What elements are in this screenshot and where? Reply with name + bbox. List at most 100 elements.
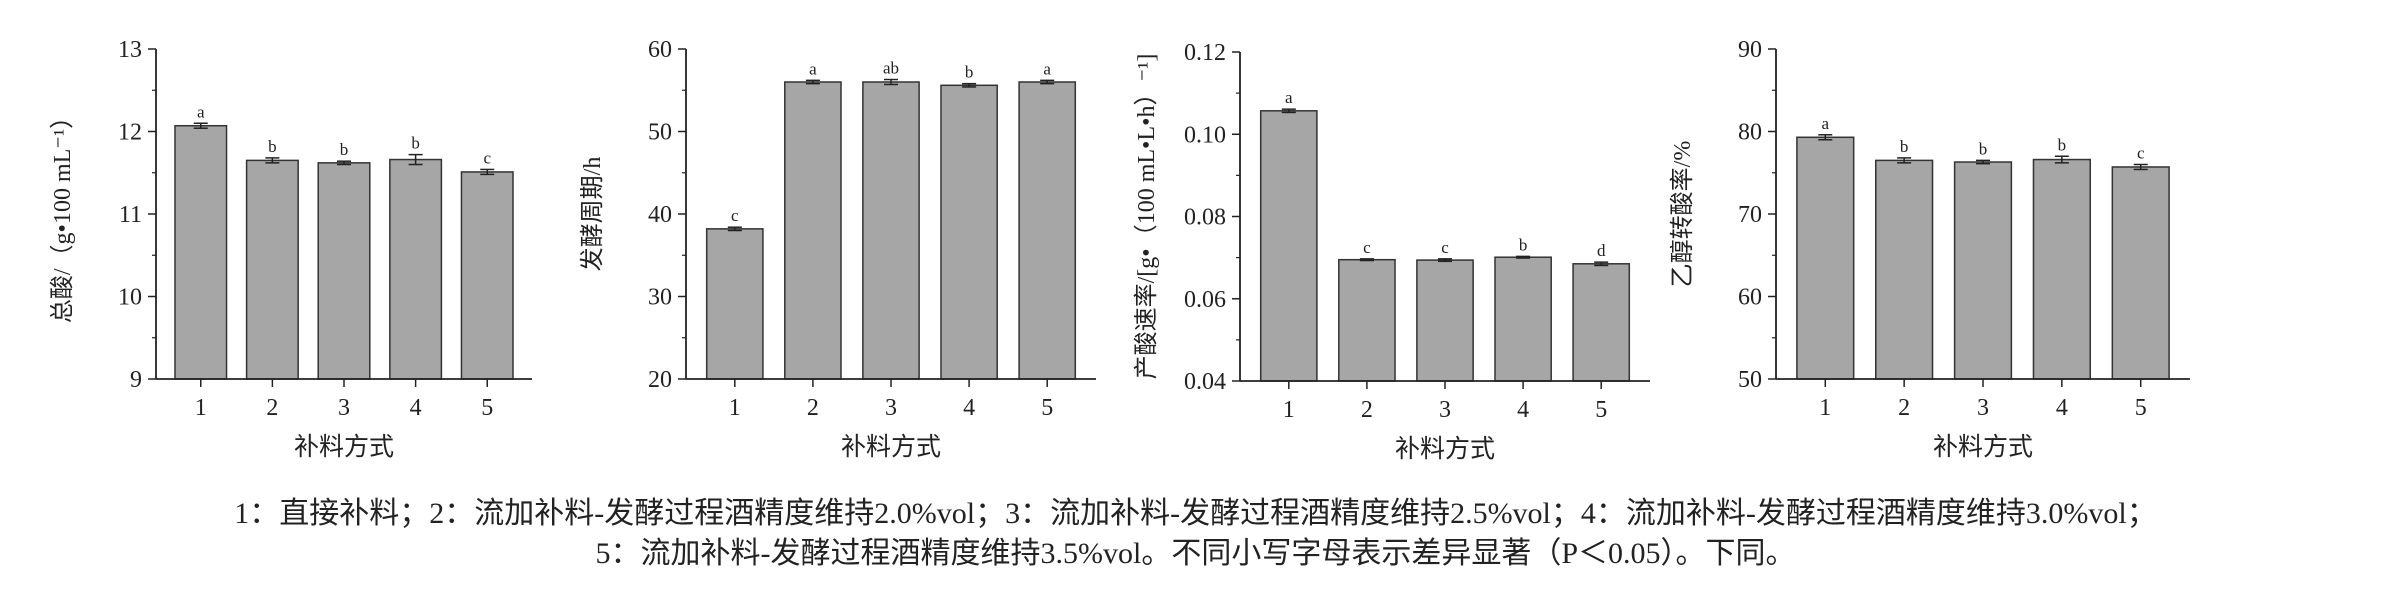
error-bar-5 <box>480 168 495 176</box>
significance-label-3: b <box>1979 139 1988 158</box>
x-tick-label-2: 2 <box>1361 397 1373 423</box>
significance-label-1: a <box>197 102 205 121</box>
bar-5 <box>1018 81 1077 380</box>
significance-label-5: a <box>1043 59 1051 78</box>
bar-4 <box>1494 256 1552 382</box>
y-tick-label-2: 10 <box>118 285 142 311</box>
chart-panel-4: a 1 b 2 b 3 b 4 c 5 50 60 70 80 90 补料方式 乙醇转酸率/% <box>1669 37 2190 461</box>
error-bar-1 <box>1818 134 1833 141</box>
bar-5 <box>2111 166 2170 380</box>
error-bar-5 <box>1594 261 1609 267</box>
bar-3 <box>1416 259 1474 382</box>
x-tick-label-4: 4 <box>410 395 422 421</box>
error-bar-4 <box>962 82 977 88</box>
x-axis-title: 补料方式 <box>1933 433 2033 461</box>
y-tick-label-1: 9 <box>130 367 142 393</box>
error-bar-5 <box>1040 79 1055 85</box>
y-tick-label-4: 0.10 <box>1184 122 1226 148</box>
x-tick-label-4: 4 <box>1517 397 1529 423</box>
significance-label-4: b <box>411 134 420 153</box>
bar-5 <box>1572 263 1631 382</box>
x-tick-label-5: 5 <box>2135 395 2147 421</box>
error-bar-1 <box>1281 108 1296 114</box>
y-axis-title: 产酸速率/[g•（100 mL•L•h）⁻¹] <box>1133 54 1160 380</box>
x-tick-label-2: 2 <box>266 395 278 421</box>
x-tick-label-3: 3 <box>338 395 350 421</box>
bar-1 <box>174 124 228 380</box>
y-axis-title: 发酵周期/h <box>579 157 606 272</box>
caption-line-1: 1：直接补料；2：流加补料-发酵过程酒精度维持2.0%vol；3：流加补料-发酵… <box>234 497 2157 530</box>
error-bar-1 <box>727 226 742 232</box>
y-axis-title: 乙醇转酸率/% <box>1669 141 1696 288</box>
bar-1 <box>1796 136 1855 380</box>
error-bar-2 <box>1359 258 1374 262</box>
bar-1 <box>1259 110 1318 382</box>
error-bar-4 <box>2054 155 2069 164</box>
significance-label-3: ab <box>883 59 899 78</box>
y-tick-label-3: 11 <box>119 202 142 228</box>
significance-label-4: b <box>1519 235 1528 254</box>
y-tick-label-1: 0.04 <box>1184 369 1226 395</box>
error-bar-3 <box>1976 159 1990 165</box>
bar-2 <box>1875 159 1934 380</box>
y-tick-label-2: 30 <box>648 285 672 311</box>
y-tick-label-5: 0.12 <box>1184 40 1226 66</box>
y-tick-label-5: 13 <box>118 37 142 63</box>
significance-label-1: c <box>731 206 739 225</box>
bar-3 <box>862 81 920 380</box>
significance-label-5: c <box>483 148 491 167</box>
significance-label-5: c <box>2137 144 2145 163</box>
significance-label-4: b <box>965 63 974 82</box>
x-tick-label-3: 3 <box>1439 397 1451 423</box>
y-tick-label-3: 40 <box>648 202 672 228</box>
bar-4 <box>2032 158 2091 380</box>
x-tick-label-1: 1 <box>1819 395 1831 421</box>
y-tick-label-4: 80 <box>1738 120 1762 146</box>
error-bar-2 <box>265 157 280 164</box>
bar-2 <box>245 159 299 380</box>
x-axis-title: 补料方式 <box>841 433 941 461</box>
bar-1 <box>705 228 764 380</box>
error-bar-3 <box>1438 258 1452 263</box>
x-tick-label-5: 5 <box>481 395 493 421</box>
error-bar-2 <box>1897 157 1912 164</box>
x-tick-label-1: 1 <box>195 395 207 421</box>
significance-label-4: b <box>2058 135 2067 154</box>
significance-label-3: c <box>1441 238 1449 257</box>
bar-3 <box>1953 161 2013 380</box>
error-bar-1 <box>193 122 208 129</box>
error-bar-4 <box>408 153 423 166</box>
y-tick-label-5: 60 <box>648 37 672 63</box>
x-tick-label-2: 2 <box>807 395 819 421</box>
significance-label-1: a <box>1285 88 1293 107</box>
x-tick-label-5: 5 <box>1595 397 1607 423</box>
chart-panel-1: a 1 b 2 b 3 b 4 c 5 9 10 11 12 13 补料方式 总酸/（g•100 mL⁻¹） <box>49 37 532 461</box>
significance-label-2: b <box>268 137 277 156</box>
bar-3 <box>317 162 371 380</box>
y-tick-label-4: 50 <box>648 120 672 146</box>
bar-4 <box>940 84 998 380</box>
y-tick-label-2: 60 <box>1738 285 1762 311</box>
y-tick-label-2: 0.06 <box>1184 287 1226 313</box>
y-tick-label-3: 70 <box>1738 202 1762 228</box>
x-axis-title: 补料方式 <box>294 433 394 461</box>
x-tick-label-3: 3 <box>885 395 897 421</box>
significance-label-2: a <box>809 59 817 78</box>
x-tick-label-1: 1 <box>1283 397 1295 423</box>
y-tick-label-3: 0.08 <box>1184 205 1226 231</box>
x-tick-label-3: 3 <box>1977 395 1989 421</box>
x-tick-label-4: 4 <box>2056 395 2068 421</box>
error-bar-5 <box>2133 163 2148 171</box>
significance-label-1: a <box>1822 114 1830 133</box>
caption-line-2: 5：流加补料-发酵过程酒精度维持3.5%vol。不同小写字母表示差异显著（P＜0… <box>595 537 1796 570</box>
x-tick-label-1: 1 <box>729 395 741 421</box>
y-tick-label-4: 12 <box>118 120 142 146</box>
y-axis-title: 总酸/（g•100 mL⁻¹） <box>49 105 76 323</box>
x-tick-label-5: 5 <box>1041 395 1053 421</box>
significance-label-2: b <box>1900 137 1909 156</box>
bar-4 <box>389 158 443 380</box>
bar-2 <box>784 81 842 380</box>
y-tick-label-1: 20 <box>648 367 672 393</box>
error-bar-2 <box>805 79 820 85</box>
